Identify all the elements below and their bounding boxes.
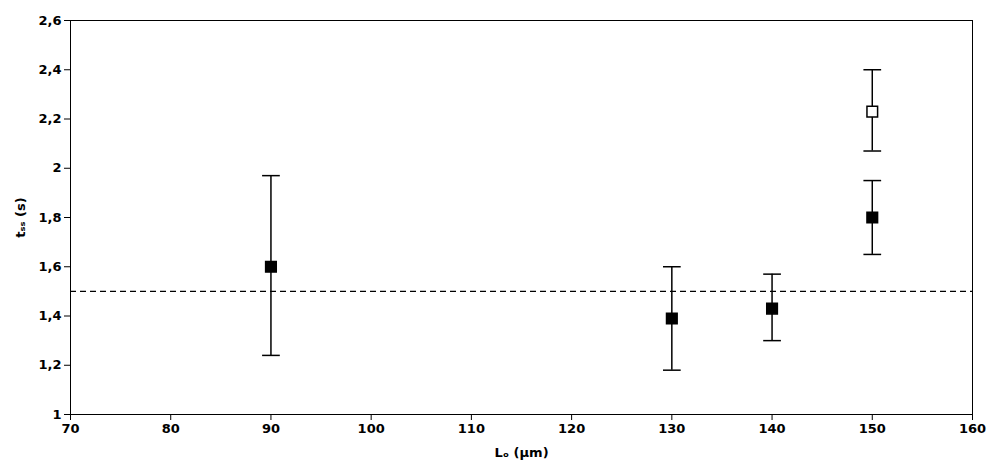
svg-text:2,4: 2,4: [38, 62, 61, 77]
svg-text:120: 120: [558, 421, 585, 436]
svg-text:1,6: 1,6: [38, 259, 61, 274]
svg-text:1: 1: [52, 407, 61, 422]
svg-text:130: 130: [658, 421, 685, 436]
svg-text:2: 2: [52, 160, 61, 175]
svg-text:140: 140: [758, 421, 785, 436]
svg-text:tₛₛ (s): tₛₛ (s): [13, 197, 28, 237]
svg-text:1,2: 1,2: [38, 357, 61, 372]
svg-text:1,4: 1,4: [38, 308, 61, 323]
svg-text:2,6: 2,6: [38, 13, 61, 28]
svg-text:90: 90: [262, 421, 280, 436]
svg-text:100: 100: [358, 421, 385, 436]
svg-text:70: 70: [61, 421, 79, 436]
svg-text:160: 160: [959, 421, 986, 436]
svg-text:Lₒ (μm): Lₒ (μm): [494, 445, 548, 460]
svg-text:2,2: 2,2: [38, 111, 61, 126]
svg-text:110: 110: [458, 421, 485, 436]
svg-text:1,8: 1,8: [38, 210, 61, 225]
svg-text:150: 150: [859, 421, 886, 436]
svg-text:80: 80: [162, 421, 180, 436]
